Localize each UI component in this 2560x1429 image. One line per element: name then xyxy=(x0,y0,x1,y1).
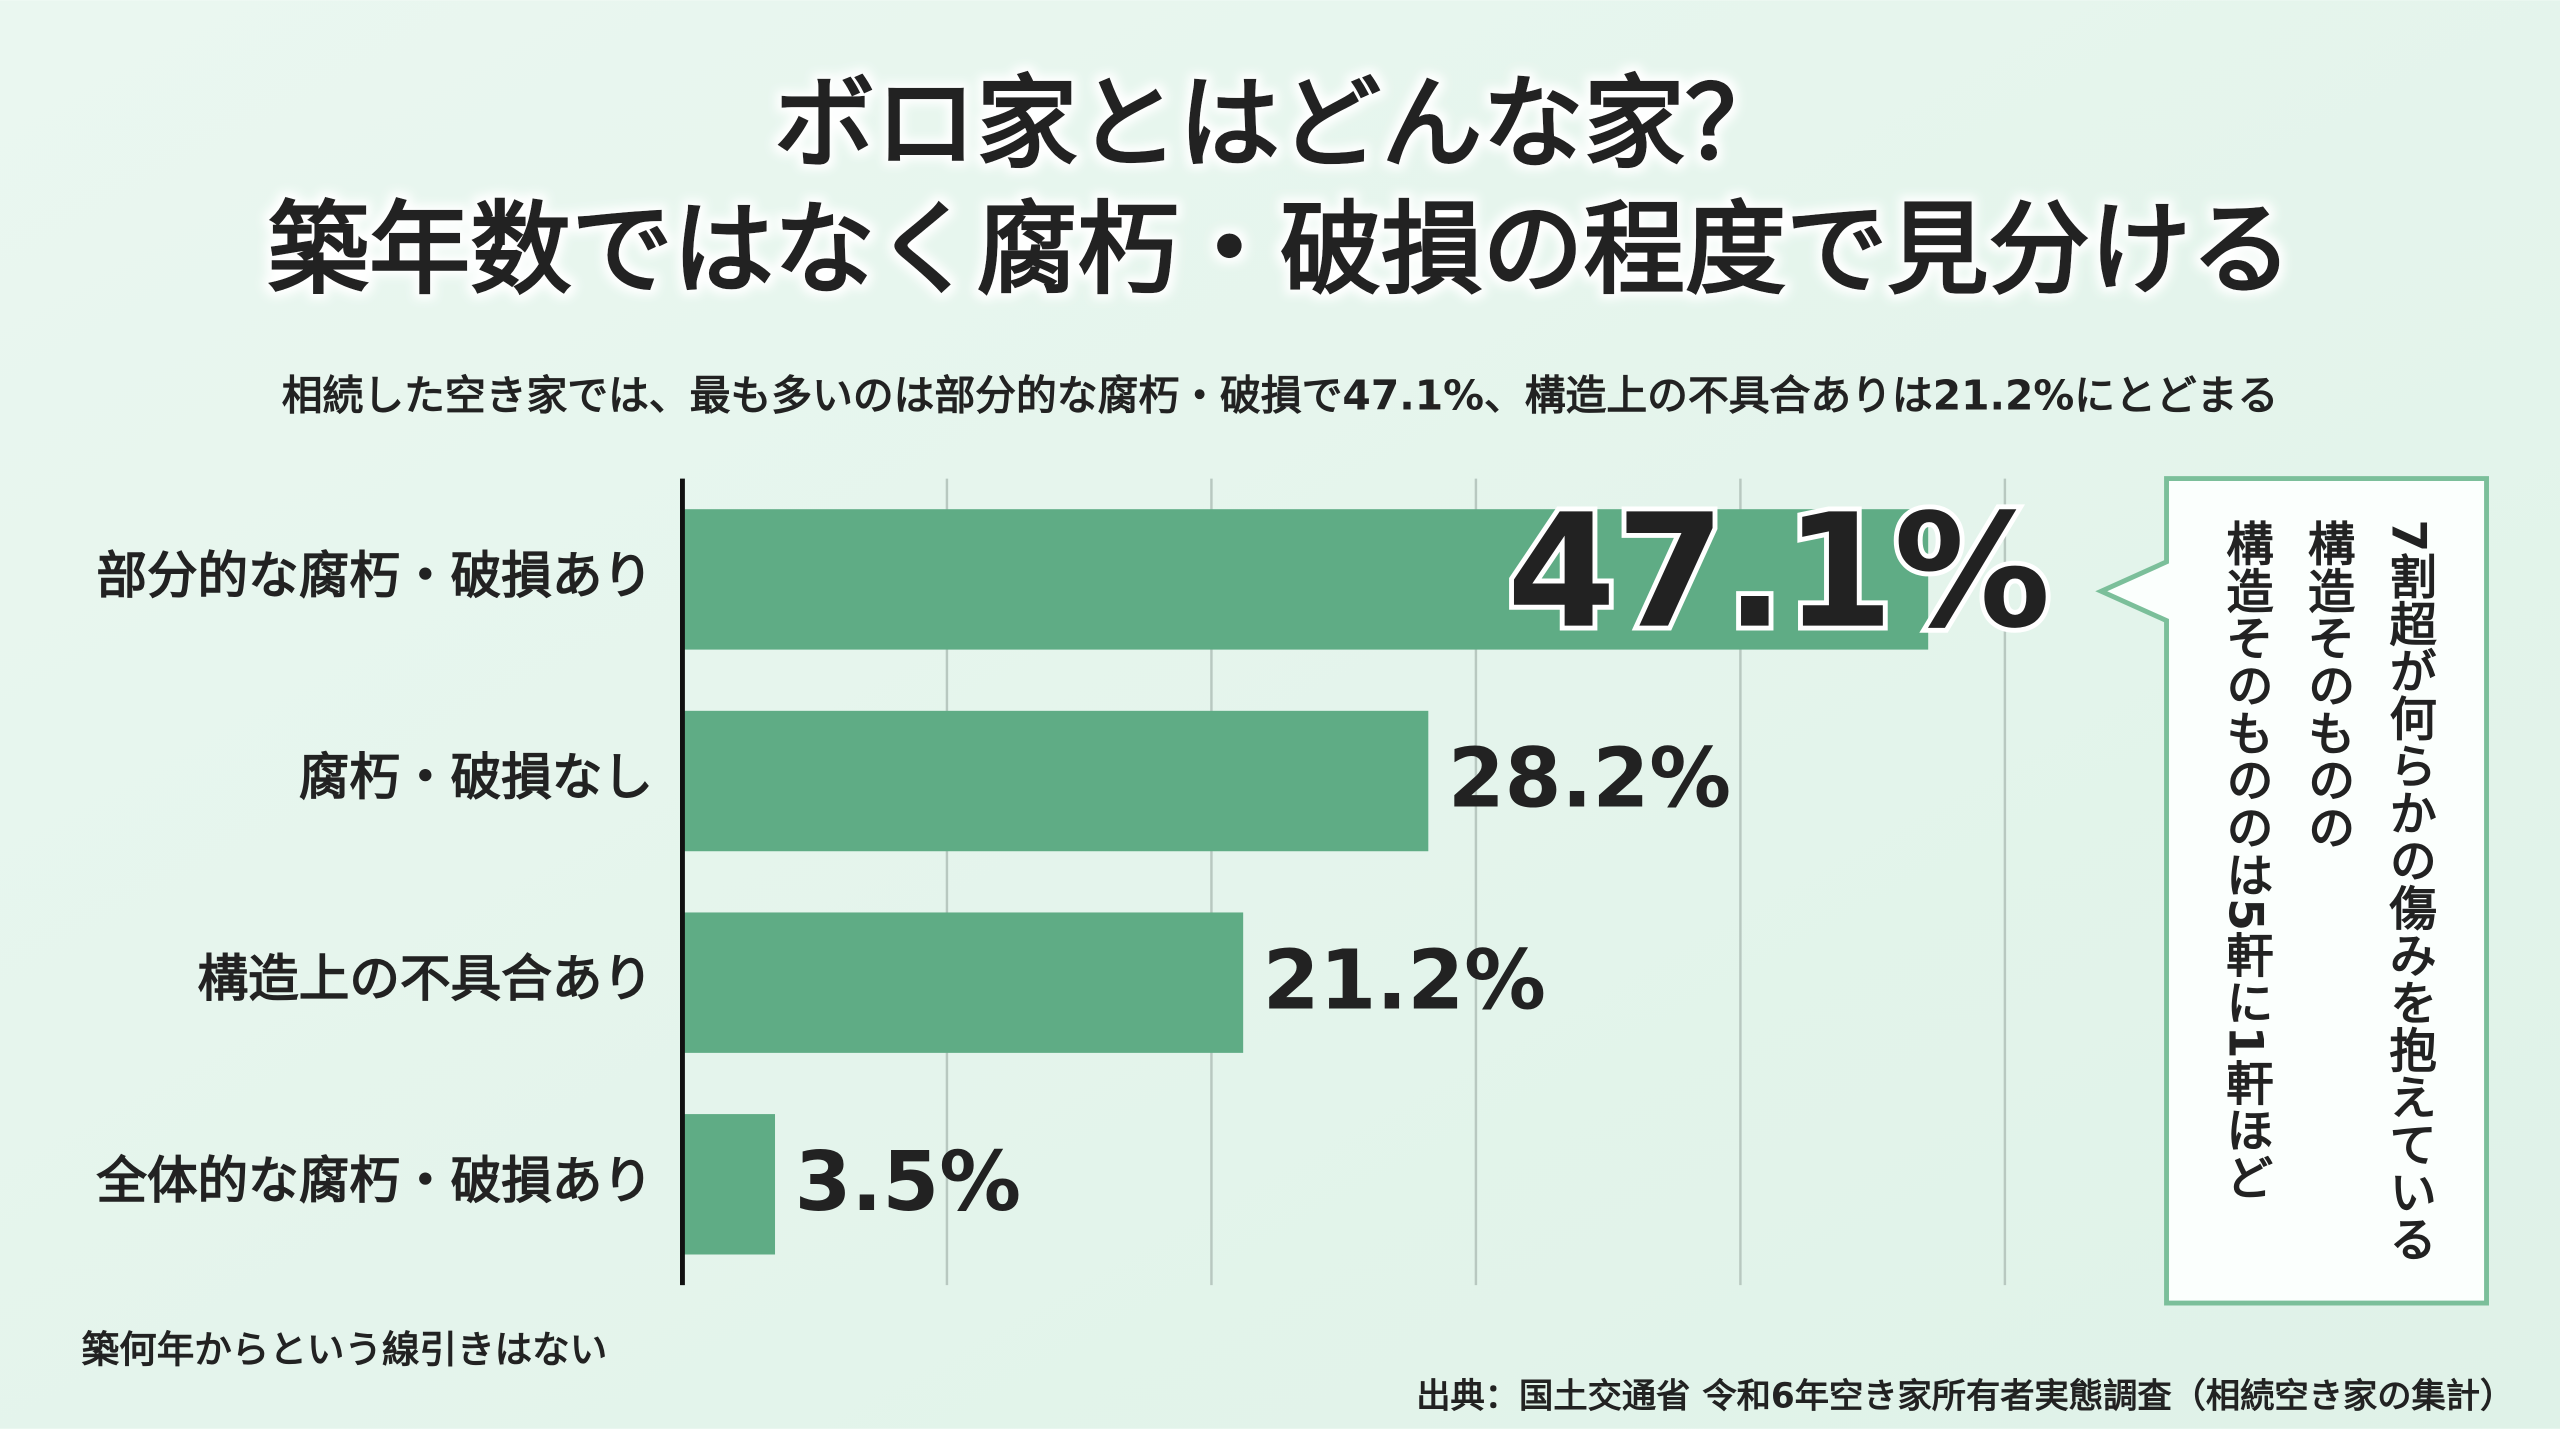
chart-title: 築年数ではなく腐朽・破損の程度で見分ける xyxy=(268,190,2292,308)
data-label: 28.2% xyxy=(1448,732,1731,827)
callout-box xyxy=(2095,476,2489,1306)
y-tick-label: 部分的な腐朽・破損あり xyxy=(96,546,653,605)
callout-text: 構造そのものの xyxy=(2299,519,2355,851)
y-tick-label: 全体的な腐朽・破損あり xyxy=(95,1151,653,1210)
note: 築何年からという線引きはない xyxy=(82,1328,608,1372)
callout-text: 構造そのもののは5軒に1軒ほど xyxy=(2217,519,2273,1201)
y-tick-label: 腐朽・破損なし xyxy=(299,748,653,807)
title-group: ボロ家とはどんな家？ 築年数ではなく腐朽・破損の程度で見分ける xyxy=(268,65,2292,309)
data-label: 47.1% xyxy=(1507,481,2051,663)
chart-title: ボロ家とはどんな家？ xyxy=(774,65,1786,183)
bar xyxy=(682,1114,776,1255)
bars: 部分的な腐朽・破損あり 47.1% 腐朽・破損なし 28.2% 構造上の不具合あり 21.… xyxy=(95,476,2056,1255)
bar xyxy=(682,509,1929,650)
bar xyxy=(682,710,1429,852)
y-tick-label: 構造上の不具合あり xyxy=(198,949,653,1008)
data-label: 3.5% xyxy=(795,1135,1021,1230)
callout-text: 7割超が何らかの傷みを抱えている xyxy=(2381,519,2438,1262)
source: 出典：国土交通省 令和6年空き家所有者実態調査（相続空き家の集計） xyxy=(1416,1376,2514,1416)
bar xyxy=(682,912,1244,1053)
data-label: 21.2% xyxy=(1263,933,1546,1028)
subtitle: 相続した空き家では、最も多いのは部分的な腐朽・破損で47.1%、構造上の不具合あ… xyxy=(282,372,2279,420)
